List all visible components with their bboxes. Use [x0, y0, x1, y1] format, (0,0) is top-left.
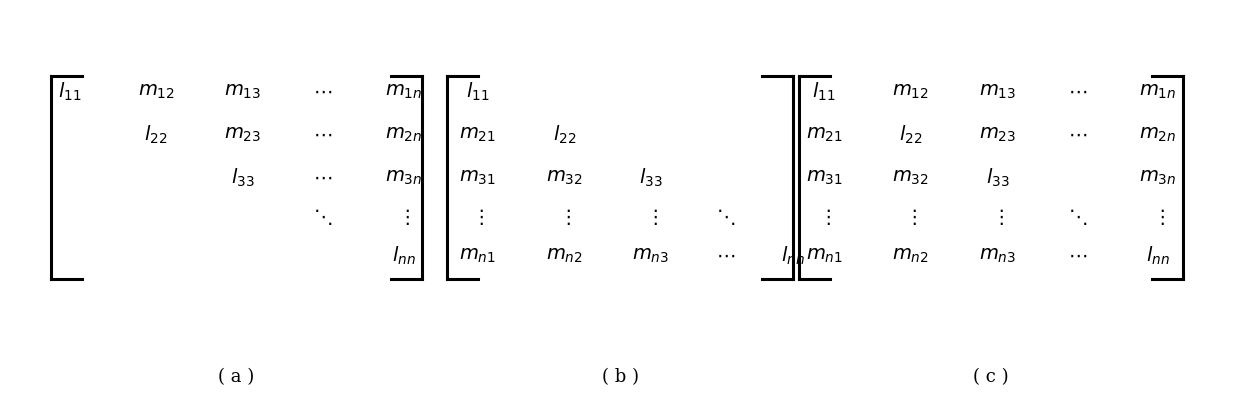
- Text: ( a ): ( a ): [218, 368, 254, 386]
- Text: $l_{11}$: $l_{11}$: [466, 80, 490, 102]
- Text: $l_{nn}$: $l_{nn}$: [392, 245, 415, 267]
- Text: $m_{n1}$: $m_{n1}$: [806, 247, 843, 265]
- Text: $l_{11}$: $l_{11}$: [58, 80, 81, 102]
- Text: $\ddots$: $\ddots$: [715, 206, 735, 227]
- Text: $m_{32}$: $m_{32}$: [546, 168, 583, 187]
- Text: $m_{13}$: $m_{13}$: [224, 82, 262, 100]
- Text: $\cdots$: $\cdots$: [1068, 247, 1087, 265]
- Text: $\vdots$: $\vdots$: [817, 206, 831, 227]
- Text: $\vdots$: $\vdots$: [645, 206, 657, 227]
- Text: $\vdots$: $\vdots$: [558, 206, 570, 227]
- Text: $m_{1n}$: $m_{1n}$: [1140, 82, 1177, 100]
- Text: $\cdots$: $\cdots$: [314, 82, 332, 100]
- Text: ( c ): ( c ): [973, 368, 1009, 386]
- Text: $l_{22}$: $l_{22}$: [144, 123, 167, 145]
- Text: ( b ): ( b ): [601, 368, 639, 386]
- Text: $m_{32}$: $m_{32}$: [893, 168, 929, 187]
- Text: $m_{1n}$: $m_{1n}$: [384, 82, 422, 100]
- Text: $m_{31}$: $m_{31}$: [806, 168, 843, 187]
- Text: $\cdots$: $\cdots$: [1068, 125, 1087, 143]
- Text: $m_{3n}$: $m_{3n}$: [384, 168, 422, 187]
- Text: $m_{13}$: $m_{13}$: [978, 82, 1016, 100]
- Text: $\vdots$: $\vdots$: [991, 206, 1003, 227]
- Text: $m_{31}$: $m_{31}$: [459, 168, 496, 187]
- Text: $m_{3n}$: $m_{3n}$: [1140, 168, 1177, 187]
- Text: $\cdots$: $\cdots$: [314, 169, 332, 186]
- Text: $\ddots$: $\ddots$: [1068, 206, 1087, 227]
- Text: $m_{n3}$: $m_{n3}$: [632, 247, 670, 265]
- Text: $l_{nn}$: $l_{nn}$: [1146, 245, 1171, 267]
- Text: $\vdots$: $\vdots$: [1152, 206, 1164, 227]
- Text: $l_{22}$: $l_{22}$: [899, 123, 923, 145]
- Text: $m_{21}$: $m_{21}$: [806, 125, 843, 143]
- Text: $\cdots$: $\cdots$: [314, 125, 332, 143]
- Text: $l_{33}$: $l_{33}$: [986, 166, 1009, 189]
- Text: $m_{n3}$: $m_{n3}$: [978, 247, 1016, 265]
- Text: $m_{n1}$: $m_{n1}$: [459, 247, 496, 265]
- Text: $l_{11}$: $l_{11}$: [812, 80, 836, 102]
- Text: $m_{n2}$: $m_{n2}$: [546, 247, 583, 265]
- Text: $\ddots$: $\ddots$: [314, 206, 332, 227]
- Text: $l_{33}$: $l_{33}$: [639, 166, 662, 189]
- Text: $\vdots$: $\vdots$: [471, 206, 484, 227]
- Text: $m_{n2}$: $m_{n2}$: [893, 247, 929, 265]
- Text: $m_{12}$: $m_{12}$: [893, 82, 929, 100]
- Text: $m_{12}$: $m_{12}$: [138, 82, 175, 100]
- Text: $\cdots$: $\cdots$: [715, 247, 735, 265]
- Text: $m_{23}$: $m_{23}$: [978, 125, 1016, 143]
- Text: $l_{nn}$: $l_{nn}$: [781, 245, 805, 267]
- Text: $l_{22}$: $l_{22}$: [553, 123, 577, 145]
- Text: $m_{2n}$: $m_{2n}$: [384, 125, 422, 143]
- Text: $\cdots$: $\cdots$: [1068, 82, 1087, 100]
- Text: $\vdots$: $\vdots$: [397, 206, 410, 227]
- Text: $m_{21}$: $m_{21}$: [459, 125, 496, 143]
- Text: $\vdots$: $\vdots$: [904, 206, 918, 227]
- Text: $m_{23}$: $m_{23}$: [224, 125, 262, 143]
- Text: $l_{33}$: $l_{33}$: [231, 166, 254, 189]
- Text: $m_{2n}$: $m_{2n}$: [1140, 125, 1177, 143]
